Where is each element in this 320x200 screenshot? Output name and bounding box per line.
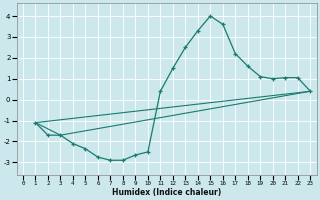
X-axis label: Humidex (Indice chaleur): Humidex (Indice chaleur): [112, 188, 221, 197]
